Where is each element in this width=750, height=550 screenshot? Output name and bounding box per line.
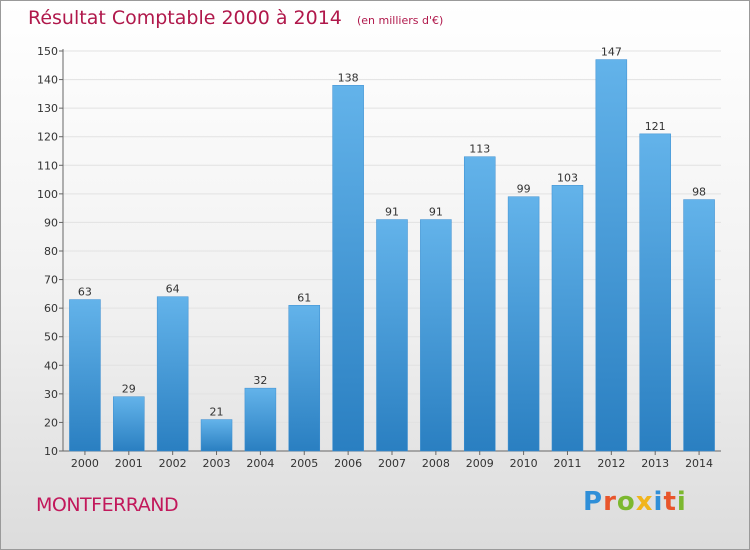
y-tick-label: 130 (37, 102, 58, 115)
y-tick-label: 40 (44, 359, 58, 372)
bar (156, 296, 189, 452)
data-label: 113 (469, 143, 490, 156)
logo-letter: x (635, 487, 654, 517)
x-tick-label: 2002 (159, 457, 187, 470)
x-tick-label: 2009 (466, 457, 494, 470)
data-label: 63 (78, 286, 92, 299)
logo-letter: r (603, 487, 617, 517)
y-tick-label: 100 (37, 188, 58, 201)
logo-letter: o (616, 487, 636, 517)
x-tick-label: 2008 (422, 457, 450, 470)
bar (244, 387, 277, 452)
data-label: 121 (645, 120, 666, 133)
bar (420, 219, 452, 452)
bar (595, 59, 628, 452)
x-tick-label: 2001 (115, 457, 143, 470)
y-tick-label: 60 (44, 302, 58, 315)
data-label: 61 (297, 291, 311, 304)
y-tick-label: 10 (44, 445, 58, 458)
y-tick-label: 90 (44, 216, 58, 229)
y-tick-label: 70 (44, 274, 58, 287)
x-tick-label: 2005 (290, 457, 318, 470)
x-tick-label: 2011 (553, 457, 581, 470)
x-tick-label: 2004 (246, 457, 274, 470)
y-tick-label: 80 (44, 245, 58, 258)
x-tick-label: 2012 (597, 457, 625, 470)
x-tick-label: 2010 (510, 457, 538, 470)
y-tick-label: 140 (37, 74, 58, 87)
data-label: 64 (166, 283, 180, 296)
proxiti-logo: Proxiti (583, 487, 687, 517)
bar (200, 419, 233, 452)
bar (463, 156, 496, 452)
data-label: 21 (210, 406, 224, 419)
data-label: 98 (692, 186, 706, 199)
y-tick-label: 50 (44, 331, 58, 344)
logo-letter: P (583, 487, 604, 517)
bar (69, 299, 101, 452)
x-tick-label: 2006 (334, 457, 362, 470)
bar (332, 85, 364, 452)
x-tick-label: 2000 (71, 457, 99, 470)
y-tick-label: 20 (44, 416, 58, 429)
logo-letter: t (663, 487, 677, 517)
data-label: 103 (557, 171, 578, 184)
bar (113, 396, 145, 452)
chart-title: Résultat Comptable 2000 à 2014 (en milli… (28, 7, 443, 29)
bar (288, 305, 321, 452)
data-label: 91 (385, 206, 399, 219)
bar (639, 133, 671, 452)
bar (683, 199, 715, 452)
data-label: 99 (517, 183, 531, 196)
x-tick-label: 2014 (685, 457, 713, 470)
logo-letter: i (676, 487, 687, 517)
bar (507, 196, 540, 452)
y-tick-label: 120 (37, 131, 58, 144)
title-main: Résultat Comptable 2000 à 2014 (28, 7, 342, 29)
title-unit: (en milliers d'€) (356, 14, 444, 27)
data-label: 147 (601, 46, 622, 59)
x-tick-label: 2003 (203, 457, 231, 470)
data-label: 29 (122, 383, 136, 396)
logo-letter: i (653, 487, 664, 517)
x-tick-label: 2013 (641, 457, 669, 470)
data-label: 32 (253, 374, 267, 387)
x-tick-label: 2007 (378, 457, 406, 470)
bar (551, 185, 584, 452)
y-tick-label: 110 (37, 159, 58, 172)
data-label: 91 (429, 206, 443, 219)
data-label: 138 (338, 71, 359, 84)
y-tick-label: 30 (44, 388, 58, 401)
y-tick-label: 150 (37, 45, 58, 58)
bar (376, 219, 408, 452)
commune-name: MONTFERRAND (36, 494, 179, 516)
